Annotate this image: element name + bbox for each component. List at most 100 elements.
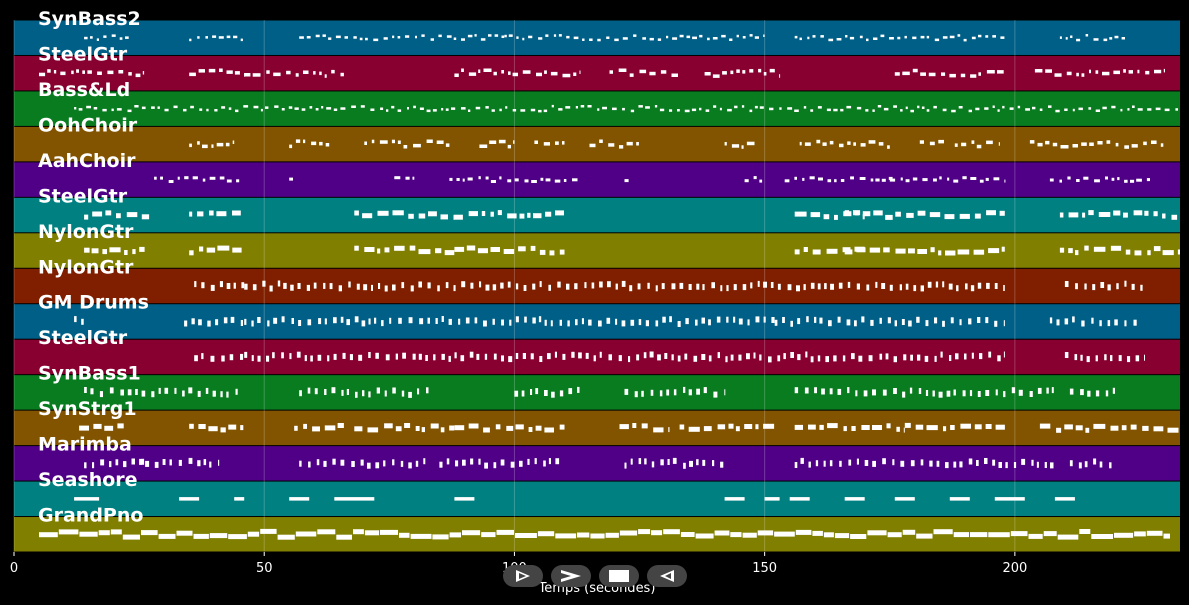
note-mark xyxy=(953,461,957,468)
note-mark xyxy=(336,534,352,540)
note-mark xyxy=(722,71,727,75)
note-mark xyxy=(251,320,254,327)
note-mark xyxy=(79,425,89,431)
note-mark xyxy=(497,210,502,216)
note-mark xyxy=(851,353,855,360)
note-mark xyxy=(493,353,497,360)
note-mark xyxy=(870,319,874,326)
note-mark xyxy=(779,74,781,78)
note-mark xyxy=(530,389,533,395)
note-mark xyxy=(164,108,169,112)
note-mark xyxy=(985,35,989,38)
note-mark xyxy=(714,530,730,536)
note-mark xyxy=(888,176,893,180)
note-mark xyxy=(489,140,497,144)
note-mark xyxy=(677,355,681,362)
note-mark xyxy=(787,107,793,110)
note-mark xyxy=(794,35,798,39)
note-mark xyxy=(951,109,956,113)
note-mark xyxy=(269,285,273,292)
play-button[interactable] xyxy=(503,565,543,587)
note-mark xyxy=(190,105,194,109)
note-mark xyxy=(763,281,767,288)
note-mark xyxy=(331,387,336,394)
note-mark xyxy=(1110,425,1119,431)
forward-button[interactable] xyxy=(551,565,591,587)
note-mark xyxy=(986,70,995,74)
note-mark xyxy=(520,109,526,112)
note-mark xyxy=(1132,105,1135,108)
track-label: NylonGtr xyxy=(38,256,134,278)
note-mark xyxy=(677,321,681,327)
note-mark xyxy=(543,460,546,467)
track-lane xyxy=(14,481,1180,517)
note-mark xyxy=(699,34,703,38)
note-mark xyxy=(626,141,633,146)
note-mark xyxy=(571,351,575,358)
note-mark xyxy=(353,36,357,39)
note-mark xyxy=(391,105,395,109)
note-mark xyxy=(438,34,442,38)
note-mark xyxy=(1081,320,1085,327)
note-mark xyxy=(574,283,578,290)
note-mark xyxy=(557,281,561,288)
note-mark xyxy=(639,69,647,74)
note-mark xyxy=(374,317,377,324)
note-mark xyxy=(454,497,475,501)
note-mark xyxy=(573,72,577,76)
note-mark xyxy=(763,423,775,429)
note-mark xyxy=(423,458,426,465)
note-mark xyxy=(1010,531,1028,537)
note-mark xyxy=(295,139,301,143)
note-mark xyxy=(953,179,959,183)
note-mark xyxy=(555,458,560,465)
note-mark xyxy=(883,247,890,253)
note-mark xyxy=(733,316,736,323)
note-mark xyxy=(183,108,187,112)
note-mark xyxy=(912,68,918,73)
note-mark xyxy=(843,426,847,432)
note-mark xyxy=(104,425,114,431)
note-mark xyxy=(528,35,533,39)
note-mark xyxy=(565,106,571,109)
note-mark xyxy=(428,211,437,217)
note-mark xyxy=(514,390,519,397)
note-mark xyxy=(636,142,639,146)
note-mark xyxy=(1054,497,1075,501)
note-mark xyxy=(968,109,972,113)
note-mark xyxy=(500,459,505,466)
note-mark xyxy=(331,69,335,74)
note-mark xyxy=(1097,141,1103,145)
note-mark xyxy=(509,319,512,326)
note-mark xyxy=(826,108,831,112)
note-mark xyxy=(897,36,901,40)
note-mark xyxy=(208,426,218,432)
note-mark xyxy=(367,427,379,433)
note-mark xyxy=(708,355,712,362)
note-mark xyxy=(885,214,893,220)
note-mark xyxy=(892,459,895,466)
note-mark xyxy=(810,109,814,112)
note-mark xyxy=(638,529,651,535)
note-mark xyxy=(524,316,527,323)
note-mark xyxy=(358,354,363,361)
note-mark xyxy=(410,533,432,539)
note-mark xyxy=(537,531,555,537)
note-mark xyxy=(555,210,564,216)
note-mark xyxy=(273,72,281,77)
note-mark xyxy=(490,180,496,183)
note-mark xyxy=(329,283,333,290)
note-mark xyxy=(522,70,531,74)
stop-button[interactable] xyxy=(599,565,639,587)
note-mark xyxy=(124,250,128,255)
note-mark xyxy=(855,390,858,397)
note-mark xyxy=(630,319,635,326)
note-mark xyxy=(418,353,422,360)
note-mark xyxy=(394,176,401,180)
track-label: SteelGtr xyxy=(38,43,128,65)
rewind-button[interactable] xyxy=(647,565,687,587)
note-mark xyxy=(197,211,204,217)
note-mark xyxy=(1081,73,1085,77)
note-mark xyxy=(151,391,155,398)
note-mark xyxy=(558,108,563,111)
